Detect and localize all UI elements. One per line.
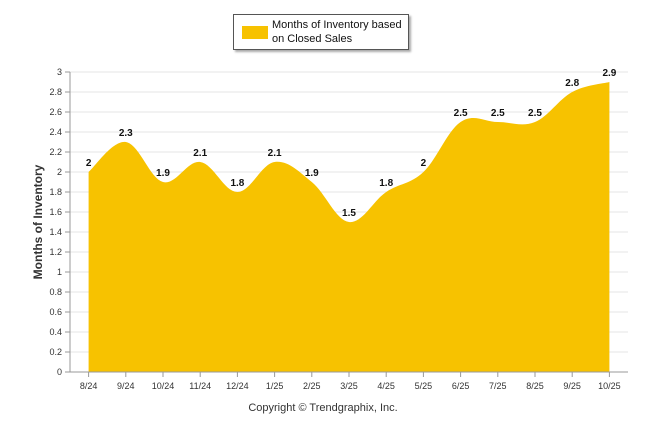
data-label: 1.9 bbox=[305, 168, 319, 179]
data-label: 2 bbox=[86, 158, 92, 169]
data-label: 2.5 bbox=[491, 108, 505, 119]
y-tick-label: 2.6 bbox=[49, 107, 62, 117]
y-tick-label: 1.4 bbox=[49, 227, 62, 237]
data-label: 2.3 bbox=[119, 128, 133, 139]
x-tick-label: 5/25 bbox=[415, 381, 433, 391]
x-tick-label: 9/25 bbox=[563, 381, 581, 391]
data-label: 2.5 bbox=[454, 108, 468, 119]
y-tick-label: 0 bbox=[57, 367, 62, 377]
y-tick-label: 2.2 bbox=[49, 147, 62, 157]
x-tick-label: 10/25 bbox=[598, 381, 621, 391]
data-label: 2.9 bbox=[602, 68, 616, 79]
data-label: 2.1 bbox=[193, 148, 207, 159]
x-tick-label: 4/25 bbox=[377, 381, 395, 391]
data-label: 1.8 bbox=[379, 178, 393, 189]
y-tick-label: 0.6 bbox=[49, 307, 62, 317]
legend[interactable]: Months of Inventory based on Closed Sale… bbox=[233, 14, 409, 50]
data-label: 2.8 bbox=[565, 78, 579, 89]
x-tick-label: 9/24 bbox=[117, 381, 135, 391]
data-labels: 2 2.3 1.9 2.1 1.8 2.1 1.9 1.5 1.8 2 2.5 2.5 2.5 2.8 2.… bbox=[86, 68, 617, 219]
y-tick-label: 2.8 bbox=[49, 87, 62, 97]
x-tick-label: 11/24 bbox=[189, 381, 211, 391]
x-tick-label: 8/25 bbox=[526, 381, 544, 391]
y-tick-label: 0.4 bbox=[49, 327, 62, 337]
y-tick-label: 1.8 bbox=[49, 187, 62, 197]
legend-swatch bbox=[242, 26, 268, 39]
y-tick-labels: 0 0.2 0.4 0.6 0.8 1 1.2 1.4 1.6 1.8 2 2.2 2.4 2.6 2.8 3 bbox=[49, 67, 62, 377]
y-tick-label: 0.2 bbox=[49, 347, 62, 357]
x-tick-label: 8/24 bbox=[80, 381, 98, 391]
data-label: 1.5 bbox=[342, 208, 356, 219]
x-tick-label: 6/25 bbox=[452, 381, 470, 391]
y-tick-label: 2 bbox=[57, 167, 62, 177]
y-tick-label: 1.6 bbox=[49, 207, 62, 217]
x-tick-label: 7/25 bbox=[489, 381, 507, 391]
y-tick-label: 0.8 bbox=[49, 287, 62, 297]
data-label: 2 bbox=[421, 158, 427, 169]
x-tick-label: 3/25 bbox=[340, 381, 358, 391]
y-tick-label: 2.4 bbox=[49, 127, 62, 137]
legend-label: Months of Inventory based on Closed Sale… bbox=[272, 19, 402, 45]
data-label: 2.1 bbox=[268, 148, 282, 159]
y-tick-label: 1 bbox=[57, 267, 62, 277]
copyright-text: Copyright © Trendgraphix, Inc. bbox=[248, 402, 398, 414]
y-tick-label: 3 bbox=[57, 67, 62, 77]
data-label: 1.8 bbox=[230, 178, 244, 189]
x-tick-label: 2/25 bbox=[303, 381, 321, 391]
data-label: 1.9 bbox=[156, 168, 170, 179]
y-axis-title: Months of Inventory bbox=[31, 164, 45, 279]
x-tick-label: 12/24 bbox=[226, 381, 249, 391]
x-tick-label: 10/24 bbox=[152, 381, 175, 391]
x-tick-labels: 8/24 9/24 10/24 11/24 12/24 1/25 2/25 3/25 4/25 5… bbox=[80, 372, 621, 391]
data-label: 2.5 bbox=[528, 108, 542, 119]
area-series bbox=[88, 82, 610, 372]
y-tick-label: 1.2 bbox=[49, 247, 62, 257]
x-tick-label: 1/25 bbox=[266, 381, 284, 391]
area-fill bbox=[88, 82, 610, 372]
